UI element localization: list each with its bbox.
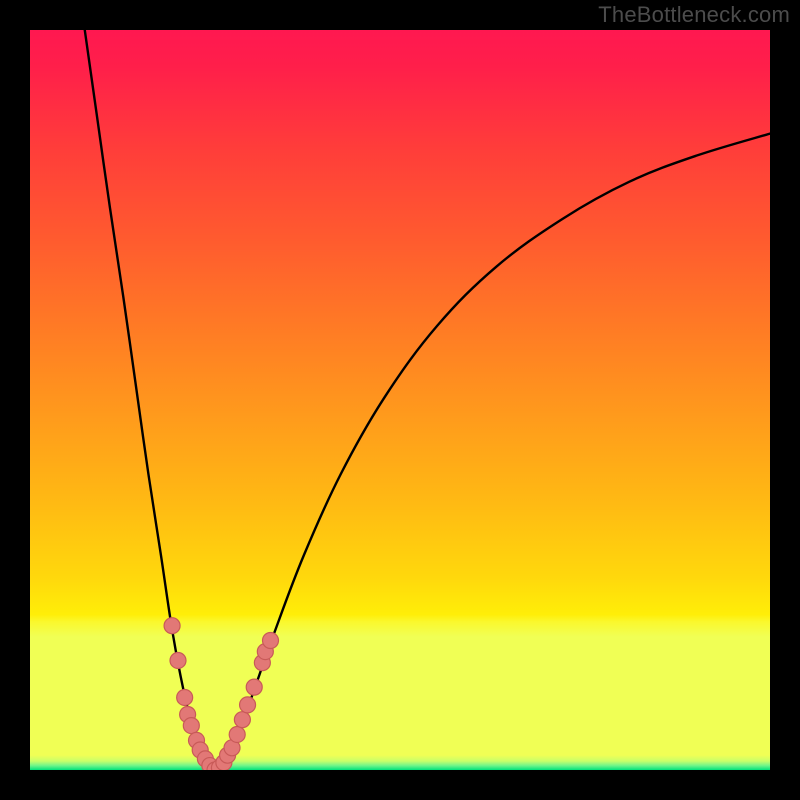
data-marker bbox=[164, 618, 180, 634]
gradient-background bbox=[30, 30, 770, 770]
chart-frame: TheBottleneck.com bbox=[0, 0, 800, 800]
data-marker bbox=[234, 712, 250, 728]
data-marker bbox=[229, 726, 245, 742]
data-marker bbox=[177, 689, 193, 705]
data-marker bbox=[183, 718, 199, 734]
chart-svg bbox=[30, 30, 770, 770]
data-marker bbox=[170, 652, 186, 668]
data-marker bbox=[263, 633, 279, 649]
plot-area bbox=[30, 30, 770, 770]
watermark-text: TheBottleneck.com bbox=[598, 2, 790, 28]
data-marker bbox=[240, 697, 256, 713]
data-marker bbox=[246, 679, 262, 695]
